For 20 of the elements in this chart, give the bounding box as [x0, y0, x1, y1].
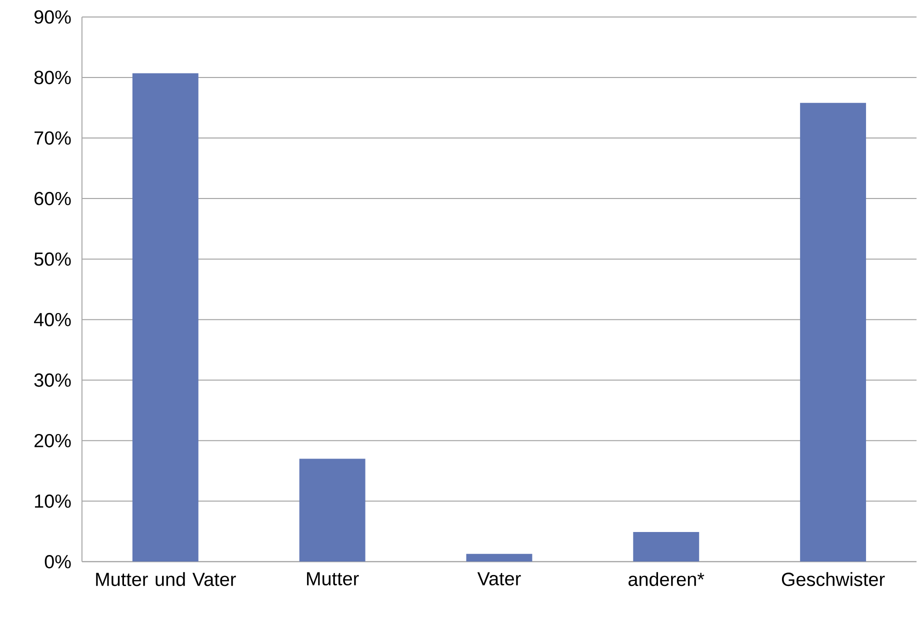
y-tick-label: 90%: [34, 10, 71, 24]
y-tick-label: 80%: [34, 70, 71, 84]
x-tick-label: Mutter und Vater: [96, 572, 236, 586]
y-tick-label: 30%: [34, 374, 71, 387]
bar: [132, 73, 198, 562]
y-tick-label: 70%: [34, 131, 71, 145]
y-tick-label: 10%: [35, 494, 71, 508]
x-tick-label: Mutter: [307, 572, 359, 586]
y-tick-label: 0%: [44, 555, 71, 569]
bar: [633, 532, 700, 562]
y-tick-label: 40%: [34, 313, 71, 326]
bar: [299, 458, 366, 562]
x-tick-label: Vater: [477, 572, 521, 586]
y-tick-label: 20%: [34, 434, 71, 448]
bar: [466, 554, 532, 562]
bar: [800, 103, 866, 562]
y-tick-label: 50%: [34, 252, 71, 266]
x-tick-label: Geschwister: [782, 572, 885, 586]
y-tick-label: 60%: [34, 192, 71, 206]
x-tick-label: anderen*: [628, 572, 704, 586]
